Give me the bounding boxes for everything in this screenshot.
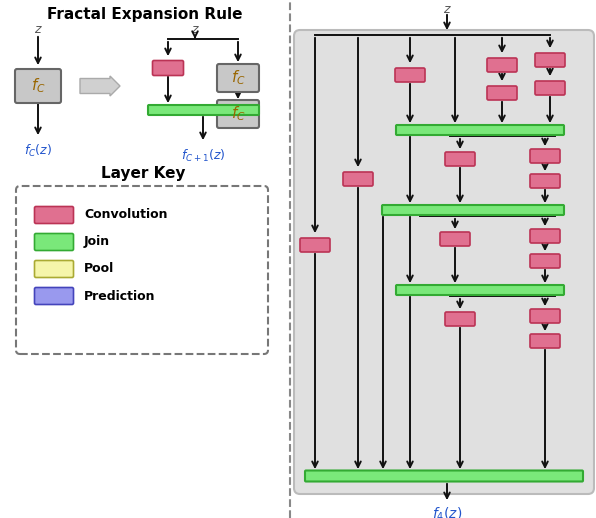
FancyBboxPatch shape (15, 69, 61, 103)
Text: $f_C$: $f_C$ (30, 77, 45, 95)
FancyArrow shape (80, 76, 120, 96)
Text: Prediction: Prediction (84, 290, 156, 303)
FancyBboxPatch shape (530, 254, 560, 268)
FancyBboxPatch shape (445, 312, 475, 326)
FancyBboxPatch shape (535, 53, 565, 67)
Text: $f_C$: $f_C$ (231, 69, 246, 88)
Text: Pool: Pool (84, 263, 114, 276)
FancyBboxPatch shape (153, 61, 184, 76)
Text: Convolution: Convolution (84, 209, 167, 222)
Text: $f_{C+1}(z)$: $f_{C+1}(z)$ (181, 148, 225, 164)
FancyBboxPatch shape (396, 125, 564, 135)
FancyBboxPatch shape (396, 285, 564, 295)
FancyBboxPatch shape (35, 234, 73, 251)
FancyBboxPatch shape (395, 68, 425, 82)
FancyBboxPatch shape (440, 232, 470, 246)
FancyBboxPatch shape (16, 186, 268, 354)
Text: $z$: $z$ (191, 23, 200, 36)
FancyBboxPatch shape (148, 105, 259, 115)
Text: $z$: $z$ (33, 23, 42, 36)
FancyBboxPatch shape (294, 30, 594, 494)
FancyBboxPatch shape (343, 172, 373, 186)
FancyBboxPatch shape (535, 81, 565, 95)
FancyBboxPatch shape (487, 86, 517, 100)
FancyBboxPatch shape (530, 334, 560, 348)
FancyBboxPatch shape (35, 287, 73, 305)
FancyBboxPatch shape (382, 205, 564, 215)
FancyBboxPatch shape (445, 152, 475, 166)
Text: $z$: $z$ (443, 3, 451, 16)
FancyBboxPatch shape (305, 470, 583, 482)
FancyBboxPatch shape (35, 261, 73, 278)
Text: Layer Key: Layer Key (101, 166, 185, 181)
FancyBboxPatch shape (530, 149, 560, 163)
FancyBboxPatch shape (530, 309, 560, 323)
FancyBboxPatch shape (217, 64, 259, 92)
Text: Join: Join (84, 236, 110, 249)
FancyBboxPatch shape (35, 207, 73, 223)
FancyBboxPatch shape (217, 100, 259, 128)
Text: $f_4(z)$: $f_4(z)$ (432, 506, 462, 518)
Text: $f_C(z)$: $f_C(z)$ (24, 143, 52, 159)
FancyBboxPatch shape (487, 58, 517, 72)
Text: Fractal Expansion Rule: Fractal Expansion Rule (47, 7, 243, 22)
FancyBboxPatch shape (530, 229, 560, 243)
FancyBboxPatch shape (300, 238, 330, 252)
Text: $f_C$: $f_C$ (231, 105, 246, 123)
FancyBboxPatch shape (530, 174, 560, 188)
